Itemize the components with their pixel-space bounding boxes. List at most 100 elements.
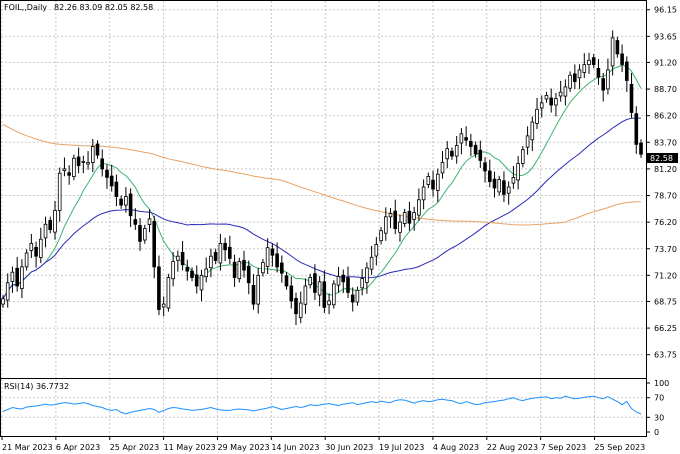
candle-down [227, 246, 232, 259]
fast-ma-line [2, 64, 642, 300]
rsi-tick-label: 30 [654, 413, 664, 422]
last-price-tag [647, 153, 678, 163]
candle-up [459, 133, 464, 144]
candle-down [573, 73, 577, 83]
candle-up [1, 298, 5, 305]
candle-down [431, 179, 435, 190]
date-tick-label: 25 Apr 2023 [110, 443, 159, 452]
candle-up [43, 223, 48, 239]
candle-up [539, 102, 544, 109]
candle-up [39, 238, 43, 258]
candle-up [516, 163, 520, 181]
date-tick-label: 14 Jun 2023 [271, 443, 319, 452]
candle-up [142, 228, 147, 241]
candle-down [393, 210, 397, 230]
candle-down [464, 137, 468, 141]
candle-up [388, 213, 393, 218]
candle-down [194, 274, 199, 287]
candle-down [284, 275, 289, 287]
candle-up [426, 175, 431, 185]
price-panel-frame [0, 0, 647, 379]
candle-down [591, 57, 596, 65]
candle-up [331, 283, 336, 306]
candle-up [124, 196, 128, 206]
candle-up [530, 121, 535, 141]
candle-up [355, 289, 360, 303]
candle-up [521, 149, 525, 164]
candle-down [625, 61, 629, 81]
candle-down [190, 270, 194, 278]
price-tick-label: 78.70 [654, 192, 677, 201]
price-tick-label: 81.20 [654, 165, 677, 174]
candle-up [535, 108, 539, 124]
date-tick-label: 4 Aug 2023 [433, 443, 479, 452]
price-tick-label: 63.75 [654, 351, 677, 360]
candle-down [100, 158, 105, 170]
date-tick-label: 6 Apr 2023 [56, 443, 100, 452]
candle-up [171, 261, 175, 280]
candle-up [209, 255, 213, 269]
candle-down [473, 144, 478, 155]
slow-ma-line [2, 124, 641, 226]
candle-up [454, 145, 459, 157]
candle-up [568, 74, 572, 89]
candle-up [298, 302, 303, 319]
candle-down [487, 170, 492, 183]
candle-up [379, 230, 383, 242]
candle-up [237, 261, 242, 280]
candle-down [223, 242, 227, 251]
candle-down [322, 281, 327, 308]
candle-up [72, 157, 76, 178]
candle-up [587, 59, 591, 65]
candle-down [596, 68, 601, 78]
candle-up [577, 69, 582, 79]
candle-up [81, 160, 86, 163]
date-tick-label: 25 Sep 2023 [595, 443, 646, 452]
candle-up [5, 282, 10, 301]
candle-up [303, 285, 308, 305]
candle-up [327, 300, 331, 306]
rsi-label: RSI(14) 36.7732 [4, 382, 69, 391]
candle-up [24, 252, 29, 268]
candle-up [374, 244, 379, 257]
rsi-line [2, 395, 642, 415]
candle-up [317, 281, 322, 296]
candle-down [251, 284, 256, 305]
candle-down [615, 40, 620, 55]
price-tick-label: 96.15 [654, 6, 677, 15]
candle-down [34, 246, 38, 257]
candle-up [497, 179, 501, 193]
candle-down [119, 198, 123, 206]
candle-down [634, 113, 639, 145]
candle-down [15, 267, 20, 287]
date-tick-label: 11 May 2023 [164, 443, 216, 452]
candle-down [639, 142, 643, 155]
candle-up [91, 146, 95, 163]
candle-down [128, 193, 133, 217]
candle-down [270, 248, 275, 256]
candle-up [256, 274, 260, 305]
price-tick-label: 88.70 [654, 85, 677, 94]
rsi-tick-label: 0 [654, 428, 659, 437]
candle-up [525, 135, 530, 148]
candle-down [157, 266, 161, 310]
candle-up [308, 277, 312, 286]
candle-down [242, 259, 246, 271]
date-tick-label: 29 May 2023 [217, 443, 269, 452]
price-tick-label: 71.20 [654, 271, 677, 280]
candle-up [86, 162, 90, 165]
candle-up [261, 262, 265, 274]
candle-up [383, 216, 388, 234]
candle-down [289, 285, 294, 302]
candle-down [180, 251, 185, 266]
price-tick-label: 91.20 [654, 58, 677, 67]
candle-down [502, 180, 506, 195]
candle-up [369, 256, 374, 270]
candle-up [204, 268, 209, 278]
date-tick-label: 7 Sep 2023 [541, 443, 587, 452]
candle-up [336, 275, 341, 286]
candle-down [67, 172, 71, 176]
rsi-panel-frame [0, 378, 647, 437]
candle-up [511, 176, 516, 184]
price-tick-label: 83.70 [654, 138, 677, 147]
